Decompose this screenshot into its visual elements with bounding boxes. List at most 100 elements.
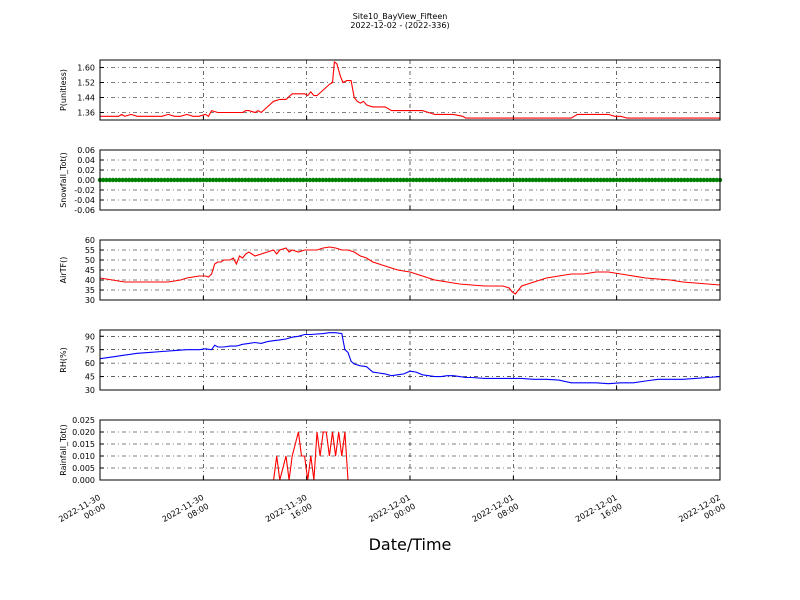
snowfall-point	[314, 177, 319, 183]
snowfall-point	[456, 177, 461, 183]
snowfall-point	[540, 177, 545, 183]
snowfall-point	[704, 177, 710, 183]
snowfall-point	[123, 177, 129, 183]
snowfall-point	[653, 177, 658, 183]
snowfall-point	[233, 177, 238, 183]
xtick-label: 2022-12-0116:00	[574, 493, 624, 533]
snowfall-ylabel: Snowfall_Tot()	[59, 152, 68, 208]
snowfall-point	[433, 177, 439, 183]
snowfall-point	[459, 177, 464, 183]
snowfall-point	[595, 177, 600, 183]
snowfall-point	[375, 177, 380, 183]
snowfall-point	[494, 177, 500, 183]
snowfall-point	[288, 177, 293, 183]
snowfall-point	[146, 177, 151, 183]
snowfall-point	[536, 177, 542, 183]
snowfall-point	[585, 177, 590, 183]
snowfall-point	[646, 177, 652, 183]
snowfall-point	[472, 177, 477, 183]
snowfall-point	[656, 177, 661, 183]
snowfall-point	[630, 177, 636, 183]
snowfall-point	[714, 177, 719, 183]
snowfall-point	[275, 177, 280, 183]
snowfall-point	[359, 177, 364, 183]
snowfall-point	[188, 177, 193, 183]
snowfall-point	[117, 177, 122, 183]
snowfall-point	[504, 177, 510, 183]
snowfall-point	[398, 177, 403, 183]
snowfall-point	[420, 177, 426, 183]
snowfall-point	[482, 177, 487, 183]
snowfall-point	[553, 177, 558, 183]
snowfall-point	[614, 177, 619, 183]
snowfall-point	[627, 177, 632, 183]
snowfall-point	[298, 177, 303, 183]
snowfall-point	[637, 177, 642, 183]
snowfall-point	[323, 177, 329, 183]
snowfall-point	[423, 177, 429, 183]
snowfall-point	[356, 177, 361, 183]
rainfall-ytick-label: 0.015	[72, 440, 95, 449]
snowfall-ytick-label: 0.04	[77, 156, 95, 165]
snowfall-point	[469, 177, 474, 183]
rh-ytick-label: 30	[85, 386, 95, 395]
snowfall-point	[695, 177, 700, 183]
snowfall-point	[333, 177, 338, 183]
rh-ytick-label: 60	[85, 359, 95, 368]
xtick-label: 2022-11-3008:00	[161, 493, 211, 533]
snowfall-point	[223, 177, 229, 183]
snowfall-point	[524, 177, 529, 183]
snowfall-point	[133, 177, 138, 183]
snowfall-point	[514, 177, 519, 183]
snowfall-point	[320, 177, 326, 183]
snowfall-point	[711, 177, 716, 183]
snowfall-point	[649, 177, 655, 183]
snowfall-point	[498, 177, 503, 183]
rh-ytick-label: 75	[85, 346, 95, 355]
air-temp-ytick-label: 35	[85, 286, 95, 295]
snowfall-point	[107, 177, 112, 183]
snowfall-point	[256, 177, 261, 183]
snowfall-point	[701, 177, 707, 183]
snowfall-point	[443, 177, 448, 183]
snowfall-point	[414, 177, 419, 183]
snowfall-point	[691, 177, 697, 183]
snowfall-point	[679, 177, 684, 183]
snowfall-point	[136, 177, 141, 183]
air-temp-ytick-label: 30	[85, 296, 95, 305]
pressure-frame	[99, 59, 721, 121]
snowfall-point	[620, 177, 626, 183]
rainfall-ylabel: Rainfall_Tot()	[59, 424, 68, 476]
air-temp-ytick-label: 45	[85, 266, 95, 275]
air-temp-ytick-label: 40	[85, 276, 95, 285]
snowfall-point	[343, 177, 348, 183]
snowfall-point	[130, 177, 135, 183]
snowfall-point	[533, 177, 539, 183]
snowfall-point	[278, 177, 284, 183]
rainfall-ytick-label: 0.020	[72, 428, 95, 437]
air-temp-ytick-label: 55	[85, 246, 95, 255]
snowfall-point	[168, 177, 174, 183]
snowfall-point	[301, 177, 306, 183]
rh-series-line	[99, 332, 721, 385]
rainfall-ytick-label: 0.025	[72, 416, 95, 425]
snowfall-point	[591, 177, 597, 183]
snowfall-point	[327, 177, 332, 183]
snowfall-point	[556, 177, 561, 183]
snowfall-point	[569, 177, 574, 183]
snowfall-point	[165, 177, 171, 183]
snowfall-point	[543, 177, 548, 183]
snowfall-point	[178, 177, 183, 183]
snowfall-point	[698, 177, 703, 183]
snowfall-point	[572, 177, 577, 183]
snowfall-point	[453, 177, 458, 183]
snowfall-point	[427, 177, 432, 183]
snowfall-point	[465, 177, 471, 183]
snowfall-point	[578, 177, 584, 183]
snowfall-point	[688, 177, 694, 183]
pressure-ytick-label: 1.44	[77, 94, 95, 103]
xtick-label: 2022-11-3000:00	[57, 493, 107, 533]
snowfall-point	[197, 177, 203, 183]
snowfall-point	[110, 177, 116, 183]
